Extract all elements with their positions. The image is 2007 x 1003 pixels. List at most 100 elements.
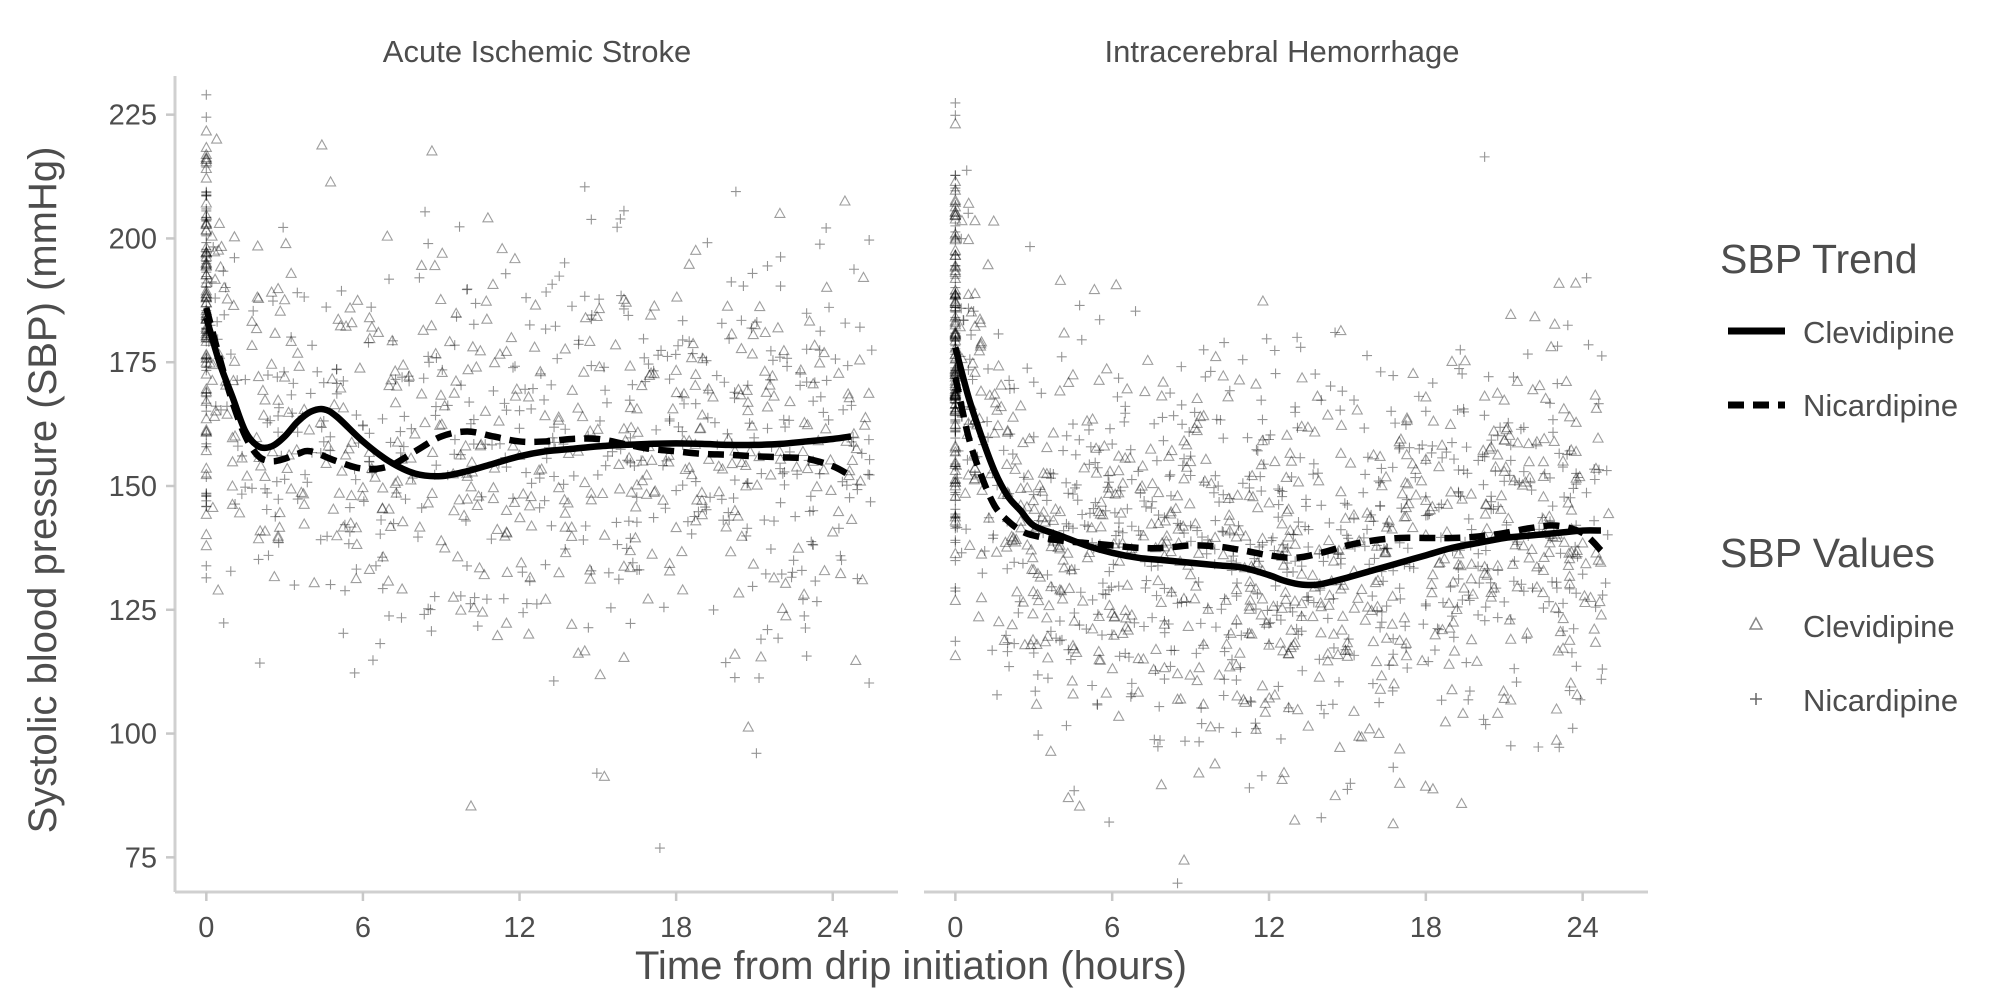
data-point-nicardipine [1002, 637, 1013, 648]
data-point-nicardipine [201, 352, 212, 363]
data-point-clevidipine [949, 310, 962, 322]
data-point-clevidipine [1103, 599, 1116, 610]
data-point-clevidipine [1436, 623, 1449, 635]
data-point-clevidipine [849, 654, 862, 666]
data-point-nicardipine [1388, 633, 1399, 644]
data-point-nicardipine [1231, 675, 1242, 686]
data-point-clevidipine [462, 363, 474, 375]
data-point-clevidipine [200, 217, 213, 229]
data-point-nicardipine [1264, 638, 1275, 649]
data-point-clevidipine [428, 259, 441, 271]
data-point-clevidipine [735, 342, 748, 354]
data-point-clevidipine [1478, 389, 1491, 401]
data-point-clevidipine [200, 348, 213, 359]
data-point-clevidipine [1419, 494, 1432, 506]
data-point-clevidipine [498, 529, 511, 541]
x-tick-label: 6 [1104, 912, 1120, 944]
data-point-nicardipine [993, 328, 1004, 339]
data-point-nicardipine [1094, 314, 1105, 325]
data-point-nicardipine [1514, 477, 1525, 488]
data-point-nicardipine [1103, 470, 1114, 481]
data-point-nicardipine [431, 460, 442, 471]
data-point-clevidipine [666, 402, 679, 414]
data-point-clevidipine [1251, 556, 1264, 568]
data-point-nicardipine [1527, 583, 1538, 594]
data-point-clevidipine [226, 455, 239, 467]
data-point-clevidipine [252, 370, 265, 382]
data-point-nicardipine [1435, 532, 1446, 543]
data-point-nicardipine [215, 404, 226, 415]
data-point-nicardipine [1337, 386, 1348, 397]
data-point-nicardipine [1545, 472, 1555, 483]
data-point-nicardipine [613, 574, 624, 585]
data-point-clevidipine [1323, 599, 1335, 610]
data-point-clevidipine [1334, 447, 1347, 458]
data-point-clevidipine [1276, 517, 1289, 529]
data-point-clevidipine [817, 463, 830, 475]
data-point-nicardipine [487, 439, 498, 450]
data-point-nicardipine [600, 385, 611, 396]
data-point-clevidipine [949, 490, 962, 501]
data-point-nicardipine [1017, 558, 1028, 569]
data-point-clevidipine [1007, 411, 1020, 422]
data-point-nicardipine [1423, 656, 1434, 667]
data-point-nicardipine [797, 594, 808, 605]
data-point-clevidipine [746, 347, 759, 359]
data-point-clevidipine [1180, 461, 1193, 472]
data-point-nicardipine [1277, 491, 1288, 502]
data-point-clevidipine [683, 461, 696, 473]
data-point-clevidipine [662, 455, 675, 467]
data-point-nicardipine [201, 263, 212, 274]
data-point-nicardipine [262, 417, 273, 428]
data-point-clevidipine [1052, 541, 1065, 552]
data-point-clevidipine [1037, 467, 1050, 478]
data-point-clevidipine [620, 296, 633, 307]
data-point-clevidipine [1250, 723, 1263, 734]
data-point-clevidipine [326, 372, 339, 384]
data-point-clevidipine [212, 243, 225, 255]
data-point-clevidipine [982, 258, 994, 270]
data-point-nicardipine [464, 397, 475, 408]
data-point-clevidipine [1406, 521, 1419, 533]
data-point-clevidipine [1380, 632, 1393, 643]
data-point-nicardipine [201, 162, 212, 173]
data-point-clevidipine [1401, 477, 1414, 489]
data-point-clevidipine [969, 287, 981, 299]
data-point-clevidipine [298, 517, 311, 529]
data-point-nicardipine [950, 97, 961, 108]
data-point-nicardipine [1185, 470, 1196, 481]
data-point-clevidipine [1116, 627, 1129, 638]
data-point-nicardipine [254, 658, 265, 669]
data-point-nicardipine [1571, 479, 1582, 490]
data-point-clevidipine [1589, 636, 1602, 647]
data-point-clevidipine [1233, 524, 1246, 536]
data-point-clevidipine [1478, 560, 1491, 572]
data-point-clevidipine [1407, 367, 1420, 378]
data-point-clevidipine [648, 367, 661, 379]
data-point-clevidipine [1410, 488, 1422, 500]
data-point-clevidipine [949, 328, 962, 340]
data-point-nicardipine [1596, 350, 1607, 361]
data-point-clevidipine [200, 468, 213, 480]
data-point-nicardipine [370, 560, 381, 571]
data-point-nicardipine [1069, 785, 1080, 796]
data-point-nicardipine [1558, 626, 1569, 637]
data-point-nicardipine [1233, 520, 1244, 531]
data-point-nicardipine [1335, 559, 1346, 570]
data-point-clevidipine [1545, 340, 1558, 352]
data-point-nicardipine [1106, 582, 1117, 593]
data-point-clevidipine [466, 340, 479, 352]
data-point-clevidipine [1571, 688, 1584, 700]
data-point-nicardipine [992, 689, 1003, 700]
data-point-nicardipine [376, 515, 387, 526]
data-point-clevidipine [1045, 540, 1058, 552]
data-point-nicardipine [1146, 561, 1157, 572]
data-point-clevidipine [508, 252, 521, 264]
data-point-clevidipine [1030, 698, 1043, 709]
data-point-clevidipine [1194, 410, 1207, 422]
data-point-clevidipine [1171, 489, 1184, 501]
data-point-nicardipine [573, 339, 584, 350]
data-point-nicardipine [950, 509, 961, 520]
data-point-clevidipine [976, 484, 989, 495]
data-point-clevidipine [1565, 503, 1578, 515]
